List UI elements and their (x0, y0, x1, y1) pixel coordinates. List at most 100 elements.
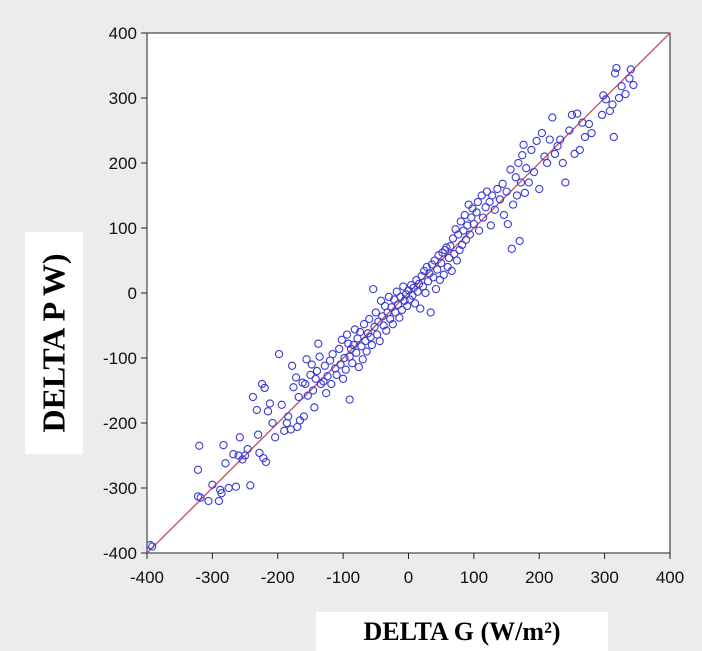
data-point (357, 342, 366, 351)
data-point (349, 340, 358, 350)
data-point (231, 482, 241, 491)
x-tick-label: 400 (656, 568, 684, 587)
data-point (511, 173, 520, 182)
data-point (252, 405, 261, 415)
data-point (193, 465, 203, 474)
data-point (610, 69, 620, 78)
y-tick-label: -100 (103, 349, 137, 368)
data-point (416, 304, 425, 313)
data-point (375, 336, 384, 346)
x-tick-label: -300 (195, 568, 229, 587)
data-point (446, 242, 455, 251)
data-point (506, 165, 515, 174)
data-point (532, 136, 541, 146)
data-point (473, 197, 482, 207)
y-axis-label-background (25, 232, 83, 454)
data-point (477, 191, 486, 200)
data-point (524, 178, 533, 187)
data-point (431, 284, 441, 294)
data-point (348, 359, 357, 368)
data-point (454, 230, 463, 239)
data-point (519, 140, 528, 149)
data-point (308, 386, 318, 395)
data-point (472, 208, 481, 217)
data-point (358, 355, 367, 364)
data-point (621, 89, 630, 99)
data-point (352, 348, 361, 357)
data-point (294, 392, 303, 402)
data-point (291, 373, 301, 382)
data-point (277, 400, 286, 409)
y-tick-label: 300 (109, 89, 137, 108)
x-tick-label: 200 (525, 568, 553, 587)
data-point (550, 149, 560, 159)
data-point (255, 448, 264, 458)
data-point (410, 299, 420, 308)
data-point (307, 360, 316, 369)
data-point (268, 418, 277, 428)
y-tick-label: 100 (109, 219, 137, 238)
data-point (350, 325, 360, 334)
data-point (493, 184, 502, 194)
data-point (439, 270, 448, 279)
x-tick-label: -400 (130, 568, 164, 587)
data-point (413, 287, 422, 296)
data-point (354, 362, 363, 372)
data-point (452, 256, 462, 265)
data-point (301, 379, 310, 389)
data-point (311, 374, 320, 383)
data-point (284, 412, 293, 421)
data-point (502, 187, 511, 196)
y-tick-label: 200 (109, 154, 137, 173)
data-point (397, 305, 407, 315)
data-point (362, 347, 371, 356)
data-point (263, 407, 273, 416)
data-point (426, 308, 435, 317)
y-tick-label: -300 (103, 479, 137, 498)
x-tick-label: -100 (326, 568, 360, 587)
data-point (327, 379, 336, 389)
data-point (319, 377, 328, 386)
data-point (243, 444, 252, 454)
data-point (310, 403, 319, 412)
data-point (626, 65, 635, 74)
data-point (235, 433, 244, 442)
data-point (608, 100, 617, 109)
data-point (570, 149, 579, 159)
data-point (340, 353, 349, 363)
y-tick-label: -400 (103, 544, 137, 563)
data-point (306, 370, 315, 380)
data-point (148, 542, 157, 551)
data-point (515, 236, 524, 246)
data-point (545, 135, 554, 144)
data-point (316, 379, 326, 389)
data-point (378, 312, 387, 321)
data-point (195, 441, 204, 450)
data-point (522, 164, 531, 173)
data-point (320, 361, 329, 370)
data-point (289, 383, 298, 392)
data-point (561, 178, 570, 187)
data-point (465, 230, 475, 239)
data-point (321, 388, 331, 398)
data-point (338, 374, 348, 383)
data-point (447, 266, 456, 276)
data-point (448, 234, 458, 243)
data-point (361, 336, 370, 346)
data-point (516, 178, 526, 187)
data-point (482, 187, 492, 196)
data-point (359, 320, 369, 329)
data-point (421, 288, 430, 298)
x-tick-label: 100 (460, 568, 488, 587)
data-point (498, 179, 507, 188)
x-axis: -400 -300 -200 -100 0 100 200 300 400 (130, 553, 684, 587)
data-point (580, 132, 590, 142)
data-point (486, 221, 496, 230)
x-tick-label: 0 (404, 568, 413, 587)
data-point (274, 349, 284, 359)
data-point (535, 184, 544, 194)
data-point (609, 132, 618, 142)
data-point (248, 392, 258, 402)
data-point (342, 330, 352, 339)
data-point (196, 493, 205, 502)
